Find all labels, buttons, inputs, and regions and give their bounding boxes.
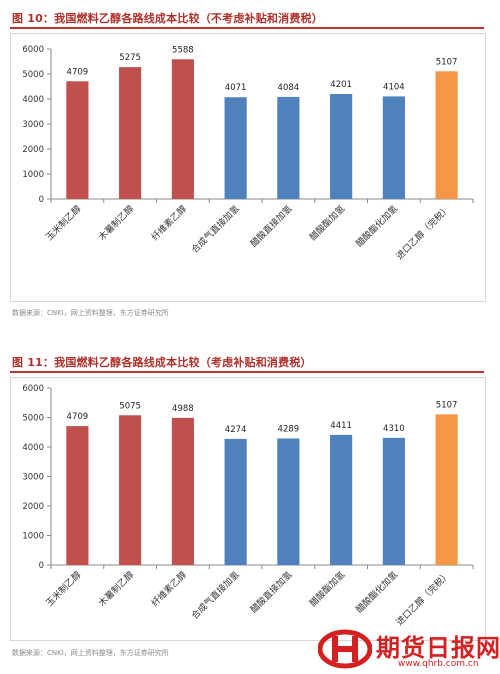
fig10-category-label: 进口乙醇（完税） <box>393 203 452 262</box>
fig11-bar <box>171 417 194 565</box>
figure-10-title: 图 10：我国燃料乙醇各路线成本比较（不考虑补贴和消费税） <box>12 12 323 25</box>
fig11-y-tick-label: 4000 <box>22 443 44 453</box>
fig11-data-label: 4310 <box>383 424 405 434</box>
fig11-bar <box>330 434 353 565</box>
fig11-y-tick-label: 6000 <box>22 384 44 394</box>
figure-11-title: 图 11：我国燃料乙醇各路线成本比较（考虑补贴和消费税） <box>12 356 312 369</box>
watermark-url: www.qhrb.com.cn <box>398 659 479 669</box>
fig10-data-label: 4071 <box>225 83 247 93</box>
fig11-category-label: 进口乙醇（完税） <box>393 569 452 628</box>
fig10-y-tick-label: 1000 <box>22 170 44 180</box>
fig10-bar <box>66 81 89 199</box>
fig10-y-tick-label: 4000 <box>22 95 44 105</box>
watermark: 期货日报网 www.qhrb.com.cn <box>318 626 500 674</box>
fig11-category-label: 玉米制乙醇 <box>43 569 83 609</box>
fig10-category-label: 合成气直接加氢 <box>189 203 242 256</box>
fig11-category-label: 合成气直接加氢 <box>189 569 242 622</box>
fig10-data-label: 4084 <box>278 83 300 93</box>
fig11-data-label: 4709 <box>67 412 89 422</box>
fig10-bar <box>435 71 458 199</box>
fig11-data-label: 4274 <box>225 425 247 435</box>
figure-11-title-rule <box>10 371 484 373</box>
fig10-category-label: 醋酸酯加氢 <box>307 203 347 243</box>
fig10-data-label: 5107 <box>436 57 458 67</box>
figure-10-title-rule <box>10 27 484 29</box>
fig11-bar <box>66 426 89 565</box>
fig10-category-label: 醋酸直接加氢 <box>248 203 295 250</box>
fig10-y-tick-label: 3000 <box>22 120 44 130</box>
watermark-text: 期货日报网 <box>376 633 500 662</box>
fig10-data-label: 5275 <box>119 53 141 63</box>
fig11-y-tick-label: 1000 <box>22 532 44 542</box>
fig11-category-label: 纤维素乙醇 <box>149 569 189 609</box>
fig10-y-tick-label: 6000 <box>22 45 44 55</box>
fig10-data-label: 4201 <box>330 80 352 90</box>
fig10-data-label: 4709 <box>67 67 89 77</box>
fig10-category-label: 玉米制乙醇 <box>43 203 83 243</box>
fig10-bar <box>224 97 247 199</box>
figure-10-source: 数据来源：CNKI，网上资料整理，东方证券研究所 <box>12 309 169 317</box>
fig11-bar <box>119 415 142 565</box>
figure-11-source: 数据来源：CNKI，网上资料整理，东方证券研究所 <box>12 649 169 657</box>
qhrb-logo-icon <box>318 629 372 669</box>
fig10-bar <box>330 93 353 199</box>
fig10-category-label: 纤维素乙醇 <box>149 203 189 243</box>
fig10-data-label: 5588 <box>172 45 194 55</box>
fig11-category-label: 木薯制乙醇 <box>96 569 136 609</box>
fig11-bar <box>435 414 458 565</box>
fig10-category-label: 木薯制乙醇 <box>96 203 136 243</box>
figure-11: 图 11：我国燃料乙醇各路线成本比较（考虑补贴和消费税） 0 1000 2000 30… <box>0 345 500 674</box>
fig11-data-label: 5107 <box>436 400 458 410</box>
fig11-data-label: 4289 <box>278 424 300 434</box>
fig11-y-tick-label: 5000 <box>22 414 44 424</box>
fig10-bar <box>277 96 300 199</box>
fig11-bar <box>382 437 405 565</box>
fig10-y-tick-label: 0 <box>39 195 44 205</box>
figure-11-bar-chart: 0 1000 2000 3000 4000 5000 6000 4709 玉米制乙醇 5075 木薯… <box>22 384 474 628</box>
fig11-y-tick-label: 2000 <box>22 502 44 512</box>
figure-10-bar-chart: 0 1000 2000 3000 4000 5000 6000 4709 玉米制乙醇 5275 木薯… <box>22 45 474 262</box>
fig11-category-label: 醋酸酯化加氢 <box>353 569 400 616</box>
fig11-bar <box>224 438 247 565</box>
fig10-y-tick-label: 5000 <box>22 70 44 80</box>
fig11-data-label: 4988 <box>172 404 194 414</box>
figure-11-chart-frame: 0 1000 2000 3000 4000 5000 6000 4709 玉米制乙醇 5075 木薯… <box>10 377 486 641</box>
fig10-category-label: 醋酸酯化加氢 <box>353 203 400 250</box>
fig11-y-tick-label: 0 <box>39 561 44 571</box>
fig10-data-label: 4104 <box>383 82 405 92</box>
fig11-data-label: 4411 <box>330 421 352 431</box>
fig10-bar <box>171 59 194 199</box>
fig11-category-label: 醋酸直接加氢 <box>248 569 295 616</box>
fig11-category-label: 醋酸酯加氢 <box>307 569 347 609</box>
fig11-bar <box>277 438 300 565</box>
fig11-data-label: 5075 <box>119 401 141 411</box>
fig11-y-tick-label: 3000 <box>22 473 44 483</box>
fig10-bar <box>382 96 405 199</box>
fig10-bar <box>119 67 142 199</box>
figure-10-chart-frame: 0 1000 2000 3000 4000 5000 6000 4709 玉米制乙醇 5275 木薯… <box>10 33 486 302</box>
figure-10: 图 10：我国燃料乙醇各路线成本比较（不考虑补贴和消费税） 0 1000 2000 3… <box>0 0 500 330</box>
fig10-y-tick-label: 2000 <box>22 145 44 155</box>
